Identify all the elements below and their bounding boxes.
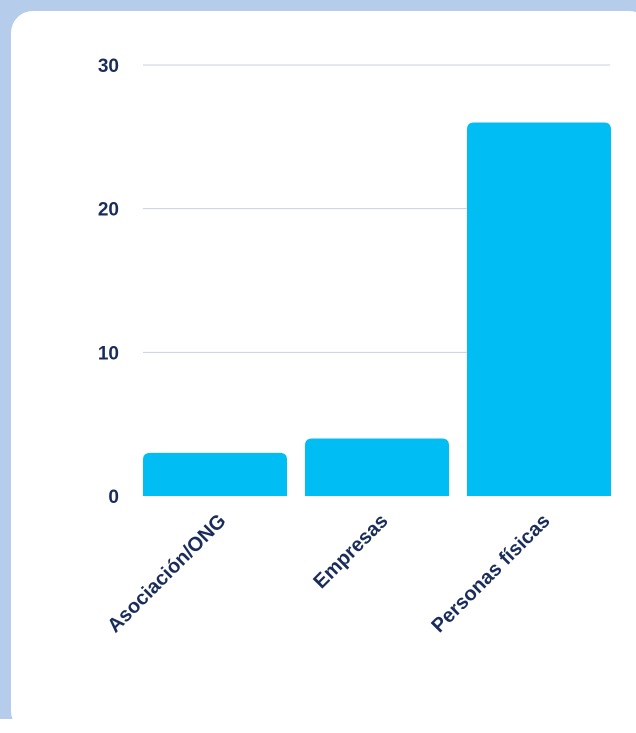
bar-personas-físicas — [467, 122, 611, 496]
y-tick-label: 20 — [98, 200, 119, 221]
y-tick-label: 30 — [98, 56, 119, 77]
x-category-label: Asociación/ONG — [103, 510, 230, 637]
x-category-label: Personas físicas — [427, 510, 554, 637]
y-axis-ticks: 0 10 20 30 — [98, 56, 119, 508]
y-tick-label: 10 — [98, 343, 119, 364]
bar-empresas — [305, 438, 449, 496]
bar-asociación-ong — [143, 452, 287, 496]
x-category-label: Empresas — [309, 510, 392, 593]
x-axis-labels: Asociación/ONG Empresas Personas físicas — [103, 510, 554, 637]
y-tick-label: 0 — [108, 487, 119, 508]
bars — [143, 122, 611, 496]
